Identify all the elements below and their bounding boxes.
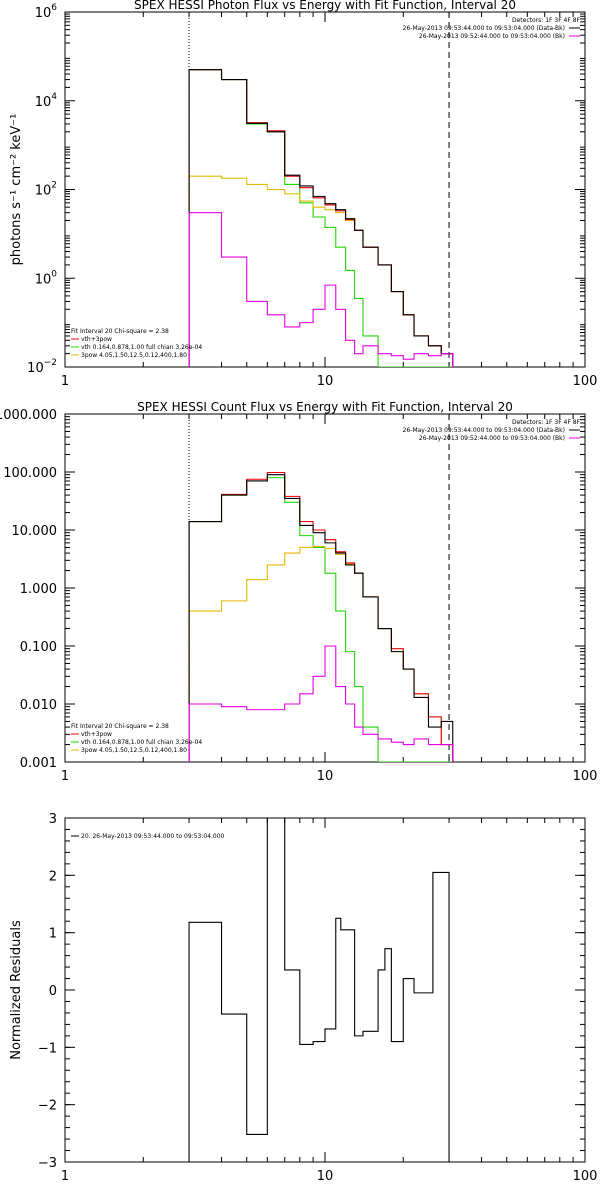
plot-frame — [64, 11, 586, 368]
x-tick-label: 1 — [61, 769, 69, 784]
y-axis-label: photons s⁻¹ cm⁻² keV⁻¹ — [9, 114, 24, 266]
y-tick-label: 0 — [49, 984, 57, 999]
series-background — [188, 212, 454, 367]
x-tick-label: 10 — [317, 1169, 334, 1184]
series-vth-plus-3pow — [188, 69, 454, 367]
series-total — [188, 474, 454, 762]
photon-flux-panel: SPEX HESSI Photon Flux vs Energy with Fi… — [9, 0, 597, 389]
x-tick-label: 100 — [573, 1169, 598, 1184]
y-tick-label: 0.100 — [20, 640, 57, 655]
y-tick-label: 100 — [35, 269, 58, 287]
count-flux-panel: SPEX HESSI Count Flux vs Energy with Fit… — [0, 400, 597, 784]
x-tick-label: 1 — [61, 374, 69, 389]
plot-frame — [64, 413, 586, 763]
y-tick-label: 1.000 — [20, 582, 57, 597]
series-total — [188, 69, 454, 367]
legend-entry-label: 26-May-2013 09:52:44.000 to 09:53:04.000… — [419, 33, 565, 40]
legend-entry-label: 20. 26-May-2013 09:53:44.000 to 09:53:04… — [81, 833, 225, 840]
x-tick-label: 1 — [61, 1169, 69, 1184]
y-tick-label: 1000.000 — [0, 408, 57, 423]
legend-left: 20. 26-May-2013 09:53:44.000 to 09:53:04… — [71, 833, 225, 840]
y-tick-label: −2 — [38, 1099, 57, 1114]
legend-entry-label: 26-May-2013 09:53:44.000 to 09:53:04.000… — [403, 25, 565, 32]
legend-left: Fit Interval 20 Chi-square = 2.38vth+3po… — [71, 328, 202, 359]
chart-title: SPEX HESSI Photon Flux vs Energy with Fi… — [134, 0, 516, 12]
series-background — [188, 645, 454, 762]
x-tick-label: 100 — [573, 769, 598, 784]
y-tick-label: 102 — [35, 181, 57, 199]
series-3pow — [188, 175, 454, 367]
chart-title: SPEX HESSI Count Flux vs Energy with Fit… — [137, 400, 513, 414]
legend-left: Fit Interval 20 Chi-square = 2.38vth+3po… — [71, 723, 202, 754]
y-axis-label: Normalized Residuals — [9, 920, 24, 1060]
series-vth — [188, 69, 453, 367]
y-tick-label: 0.001 — [20, 756, 57, 771]
legend-entry-label: 3pow 4.05,1.50,12.5,0.12,400,1.80 — [81, 747, 187, 754]
legend-heading: Detectors: 1F 3F 4F 8F — [512, 419, 581, 426]
series-total — [188, 818, 450, 1162]
y-tick-label: −1 — [38, 1041, 57, 1056]
legend-entry-label: vth 0.164,0.878,1.00 full chian 3.26e-04 — [81, 739, 202, 746]
y-tick-label: −3 — [38, 1156, 57, 1171]
y-tick-label: 106 — [35, 3, 58, 21]
x-tick-label: 10 — [317, 374, 334, 389]
legend-entry-label: 26-May-2013 09:53:44.000 to 09:53:04.000… — [403, 427, 565, 434]
x-tick-label: 100 — [573, 374, 598, 389]
legend-entry-label: vth 0.164,0.878,1.00 full chian 3.26e-04 — [81, 344, 202, 351]
legend-entry-label: 26-May-2013 09:52:44.000 to 09:53:04.000… — [419, 435, 565, 442]
y-tick-label: 10.000 — [12, 524, 58, 539]
legend-entry-label: vth+3pow — [81, 336, 112, 343]
y-tick-label: 1 — [49, 927, 57, 942]
y-tick-label: 10−2 — [27, 358, 57, 376]
legend-entry-label: vth+3pow — [81, 731, 112, 738]
series-group — [188, 471, 454, 762]
y-tick-label: 104 — [35, 92, 58, 110]
series-3pow — [188, 545, 454, 762]
y-tick-label: 0.010 — [20, 698, 57, 713]
y-tick-label: 3 — [49, 812, 57, 827]
y-tick-label: 2 — [49, 869, 57, 884]
series-vth — [188, 477, 453, 762]
residuals-panel: Normalized Residuals 1 10 100 −3 −2 −1 0 1 2 3 20. … — [9, 812, 597, 1184]
series-group — [188, 818, 450, 1162]
legend-heading: Fit Interval 20 Chi-square = 2.38 — [71, 328, 169, 335]
plot-frame — [64, 817, 586, 1163]
legend-heading: Fit Interval 20 Chi-square = 2.38 — [71, 723, 169, 730]
series-vth-plus-3pow — [188, 471, 454, 762]
legend-heading: Detectors: 1F 3F 4F 8F — [512, 17, 581, 24]
series-group — [188, 69, 454, 367]
legend-entry-label: 3pow 4.05,1.50,12.5,0.12,400,1.80 — [81, 352, 187, 359]
y-tick-label: 100.000 — [3, 466, 57, 481]
x-tick-label: 10 — [317, 769, 334, 784]
